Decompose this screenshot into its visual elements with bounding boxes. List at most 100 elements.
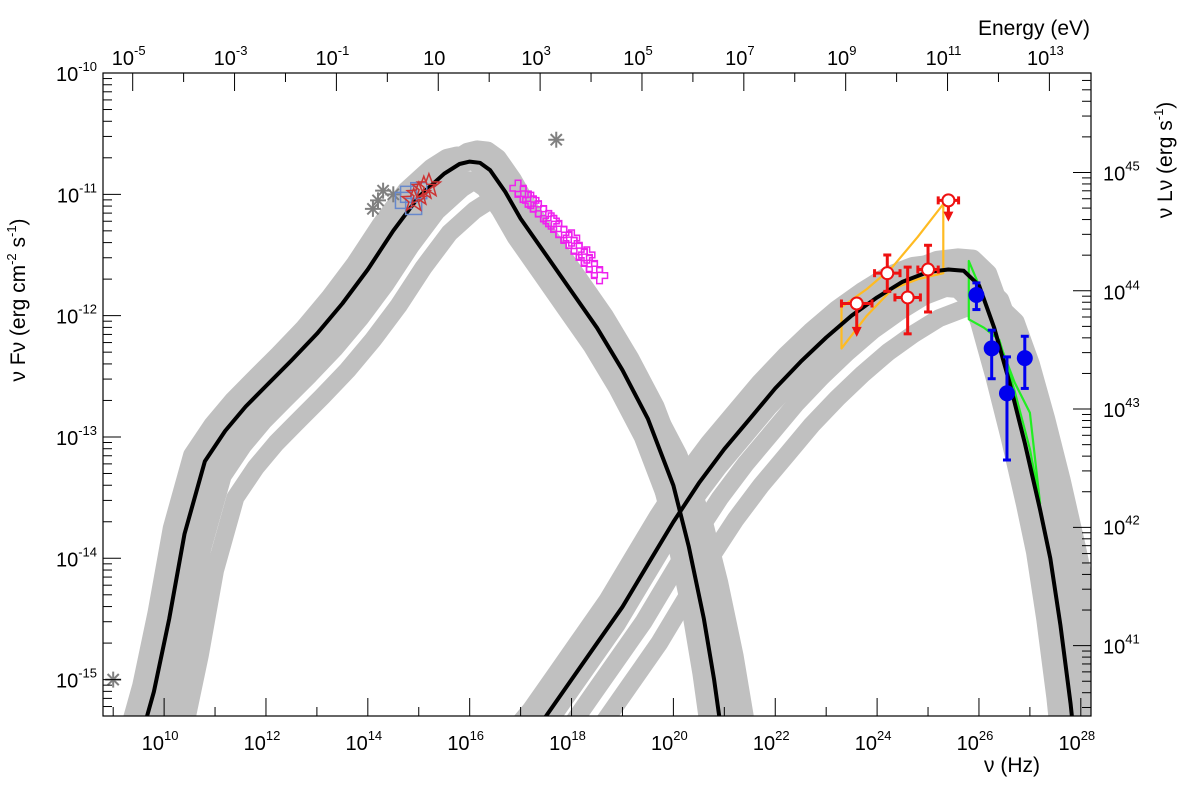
x-top-tick-label: 10-5 (112, 43, 146, 70)
y-right-tick-label-base: 10 (1103, 282, 1125, 304)
x-tick-label-base: 10 (651, 733, 673, 755)
x-top-tick-label: 105 (623, 43, 652, 70)
upper-limit-arrow-head (943, 211, 954, 222)
x-tick-label-base: 10 (957, 733, 979, 755)
y-left-tick-label: 10-14 (56, 544, 97, 571)
y-left-tick-label: 10-13 (56, 423, 97, 450)
y-left-tick-label-exp: -14 (78, 544, 97, 559)
data-point-cross (585, 260, 604, 279)
x-top-tick-label-base: 10 (926, 48, 948, 70)
y-right-tick-label-base: 10 (1103, 163, 1125, 185)
data-point-star (405, 180, 433, 206)
data-point-star (400, 186, 428, 212)
x-tick-label-base: 10 (447, 733, 469, 755)
x-tick-label-exp: 22 (775, 728, 789, 743)
y-right-tick-label-base: 10 (1103, 637, 1125, 659)
data-point-cross (522, 191, 540, 210)
y-left-tick-label-exp: -10 (78, 59, 97, 74)
x-tick-label: 1012 (244, 728, 281, 755)
y-left-title-sup: -1 (4, 225, 19, 237)
y-left-tick-label: 10-10 (56, 59, 97, 86)
x-tick-label: 1016 (447, 728, 484, 755)
y-right-tick-label-exp: 41 (1125, 632, 1139, 647)
y-right-tick-label-exp: 42 (1125, 513, 1139, 528)
x-top-tick-label-exp: -5 (134, 43, 146, 58)
y-left-tick-label: 10-11 (57, 180, 97, 207)
x-top-tick-label: 10-1 (315, 43, 349, 70)
x-top-tick-label: 1011 (926, 43, 962, 70)
data-point-open-circle (849, 296, 864, 311)
y-left-title-part: ) (7, 218, 30, 225)
x-top-tick-label: 107 (725, 43, 754, 70)
data-point-filled-circle (1016, 350, 1033, 367)
x-top-tick-label-base: 10 (521, 48, 543, 70)
axis-tick-labels: 1010 1012 1014 1016 1018 1020 1022 1024 1026 1028… (56, 43, 1140, 755)
x-top-tick-label: 10 (423, 48, 445, 70)
y-left-tick-label-base: 10 (56, 428, 78, 450)
x-tick-label-base: 10 (244, 733, 266, 755)
model-curve-synchrotron (145, 159, 722, 716)
plot-frame (102, 72, 1092, 717)
y-right-axis-title: ν Lν (erg s-1) (1151, 102, 1177, 219)
x-top-tick-label-exp: 3 (544, 43, 551, 58)
y-left-tick-label-exp: -11 (79, 180, 97, 195)
x-tick-label-exp: 16 (470, 728, 484, 743)
x-top-tick-label-exp: -1 (338, 43, 350, 58)
x-top-tick-label-exp: 11 (948, 43, 962, 58)
data-point-cross (562, 229, 581, 247)
data-point-cross (570, 242, 588, 261)
x-top-tick-label-exp: 5 (645, 43, 652, 58)
x-top-tick-label-base: 10 (1027, 48, 1049, 70)
x-tick-label-base: 10 (142, 733, 164, 755)
y-right-title-part: ν Lν (erg s (1154, 120, 1177, 218)
x-tick-label-exp: 10 (164, 728, 178, 743)
y-left-tick-label-base: 10 (56, 671, 78, 693)
x-top-tick-label-exp: 9 (849, 43, 856, 58)
x-tick-label-base: 10 (855, 733, 877, 755)
y-right-tick-label-base: 10 (1103, 400, 1125, 422)
x-tick-label: 1024 (855, 728, 892, 755)
x-top-tick-label-exp: 13 (1049, 43, 1063, 58)
x-tick-label: 1018 (549, 728, 586, 755)
x-tick-label: 1014 (345, 728, 382, 755)
x-top-tick-label: 103 (521, 43, 550, 70)
data-point-open-circle (900, 290, 915, 305)
y-left-tick-label-base: 10 (57, 185, 79, 207)
data-point-star (410, 174, 438, 200)
x-tick-label-base: 10 (753, 733, 775, 755)
data-point-asterisk (366, 202, 380, 216)
model-band-synchrotron (137, 170, 721, 716)
y-right-tick-label-base: 10 (1103, 518, 1125, 540)
model-band-inverse-compton (541, 278, 1073, 716)
y-left-tick-label-exp: -12 (78, 302, 97, 317)
data-point-cross (542, 212, 560, 230)
y-right-title-sup: -1 (1151, 109, 1166, 121)
x-tick-label-base: 10 (1058, 733, 1080, 755)
data-point-cross (580, 254, 599, 273)
y-right-tick-label: 1044 (1103, 277, 1140, 304)
x-top-tick-label-base: 10 (214, 48, 236, 70)
x-top-tick-label-base: 10 (827, 48, 849, 70)
data-point-cross (565, 236, 583, 255)
x-tick-label: 1022 (753, 728, 790, 755)
y-left-tick-label-base: 10 (56, 549, 78, 571)
model-curve-inverse-compton (543, 267, 1074, 716)
data-point-filled-circle (983, 340, 1000, 357)
axis-ticks (103, 72, 1091, 716)
upper-limit-arrow-head (851, 326, 862, 337)
y-left-axis-title: ν Fν (erg cm-2 s-1) (4, 218, 30, 381)
x-top-tick-label-base: 10 (423, 48, 445, 70)
x-tick-label: 1028 (1058, 728, 1095, 755)
x-tick-label-exp: 28 (1081, 728, 1095, 743)
x-top-tick-label-base: 10 (112, 48, 134, 70)
y-left-tick-label: 10-12 (56, 302, 97, 329)
x-top-axis-title: Energy (eV) (978, 17, 1090, 40)
y-left-title-sup: -2 (4, 253, 19, 265)
data-point-square (394, 191, 413, 210)
x-tick-label-exp: 14 (368, 728, 382, 743)
data-point-open-circle (941, 193, 956, 208)
data-point-asterisk (376, 184, 390, 197)
x-tick-label-base: 10 (549, 733, 571, 755)
y-left-tick-label-base: 10 (56, 307, 78, 329)
